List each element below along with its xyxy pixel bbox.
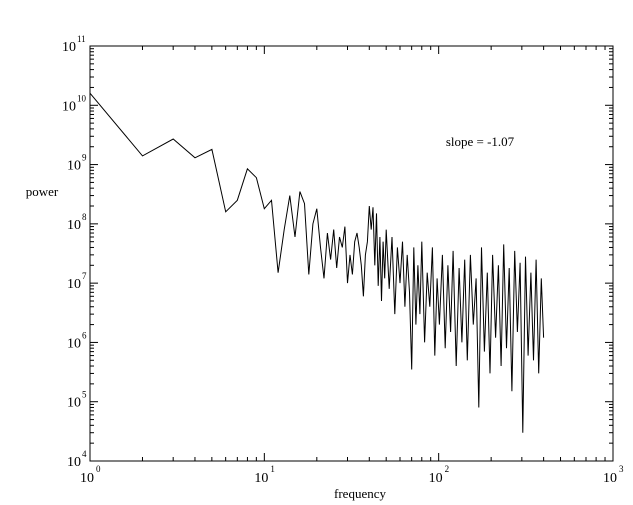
x-axis-label: frequency — [334, 486, 386, 501]
y-tick-label: 105 — [67, 390, 87, 411]
x-tick-label: 100 — [80, 464, 101, 486]
y-tick-label-base: 10 — [67, 159, 81, 174]
y-tick-label-exponent: 10 — [77, 93, 87, 103]
x-tick-label-exponent: 3 — [619, 464, 624, 474]
y-tick-label-exponent: 6 — [82, 330, 87, 340]
y-tick-label: 109 — [67, 153, 87, 174]
y-tick-label-exponent: 11 — [77, 34, 86, 44]
plot-frame — [89, 45, 614, 462]
y-tick-label-base: 10 — [67, 277, 81, 292]
y-tick-label: 108 — [67, 212, 87, 233]
series-line — [89, 92, 545, 433]
y-tick-label-exponent: 5 — [82, 390, 87, 400]
y-tick-label-base: 10 — [62, 40, 76, 55]
y-axis-label: power — [26, 184, 59, 199]
x-axis-ticks — [89, 46, 614, 461]
y-tick-label-base: 10 — [62, 99, 76, 114]
x-tick-label-exponent: 0 — [96, 464, 101, 474]
y-tick-label-base: 10 — [67, 396, 81, 411]
y-tick-label-exponent: 4 — [82, 449, 87, 459]
y-tick-label: 104 — [67, 449, 87, 470]
y-tick-label-base: 10 — [67, 455, 81, 470]
x-tick-label-base: 10 — [603, 471, 617, 486]
y-tick-label-base: 10 — [67, 218, 81, 233]
x-tick-label-base: 10 — [80, 471, 94, 486]
x-tick-label-exponent: 1 — [270, 464, 275, 474]
x-tick-label: 101 — [254, 464, 275, 486]
x-tick-label-base: 10 — [429, 471, 443, 486]
y-tick-label-exponent: 9 — [82, 153, 87, 163]
x-tick-label: 102 — [429, 464, 450, 486]
y-tick-label-base: 10 — [67, 336, 81, 351]
y-tick-label: 107 — [67, 271, 87, 292]
x-tick-label-exponent: 2 — [445, 464, 450, 474]
y-tick-label-exponent: 8 — [82, 212, 87, 222]
y-axis-ticks — [90, 45, 613, 462]
x-tick-label: 103 — [603, 464, 624, 486]
y-tick-label: 106 — [67, 330, 87, 351]
slope-annotation: slope = -1.07 — [446, 134, 515, 149]
y-tick-label-exponent: 7 — [82, 271, 87, 281]
x-tick-label-base: 10 — [254, 471, 268, 486]
